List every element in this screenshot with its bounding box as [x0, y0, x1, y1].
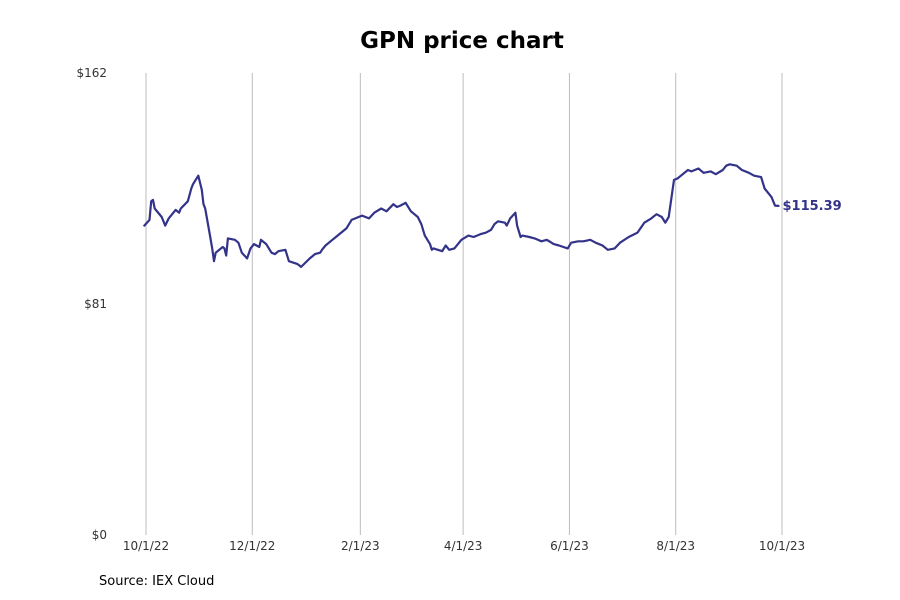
x-tick-label: 10/1/23: [759, 539, 805, 553]
x-tick-label: 2/1/23: [341, 539, 380, 553]
x-tick-label: 12/1/22: [229, 539, 275, 553]
source-note: Source: IEX Cloud: [99, 574, 215, 589]
y-tick-label: $81: [84, 297, 107, 311]
x-tick-label: 8/1/23: [656, 539, 695, 553]
gridlines: [145, 73, 783, 535]
last-value-label: $115.39: [783, 199, 842, 214]
y-tick-label: $0: [92, 528, 107, 542]
y-tick-label: $162: [76, 66, 107, 80]
x-tick-label: 6/1/23: [550, 539, 589, 553]
x-tick-label: 4/1/23: [444, 539, 483, 553]
x-tick-label: 10/1/22: [123, 539, 169, 553]
price-line: [143, 163, 780, 268]
price-series: $115.39: [143, 163, 842, 268]
chart-title: GPN price chart: [360, 28, 564, 54]
x-axis: 10/1/22 12/1/22 2/1/23 4/1/23 6/1/23 8/1/23 10…: [123, 539, 805, 553]
y-axis: $162 $81 $0: [76, 66, 107, 542]
